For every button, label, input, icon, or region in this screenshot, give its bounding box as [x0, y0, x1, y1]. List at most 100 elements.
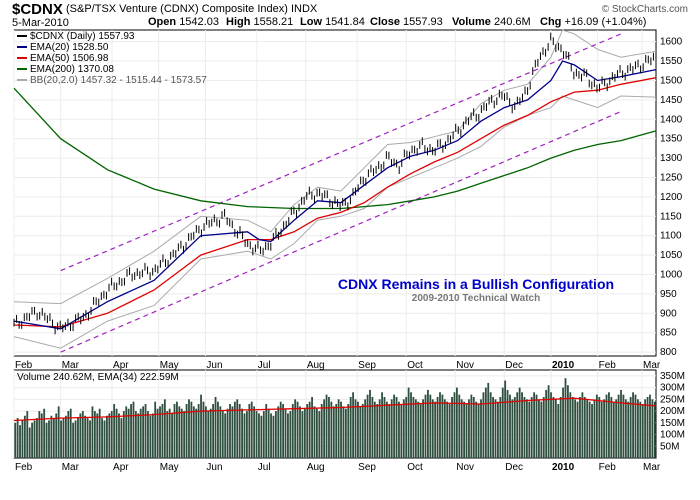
volume-legend-label: Volume 240.62M, EMA(34) 222.59M	[17, 372, 179, 383]
volume-bar	[31, 422, 34, 458]
volume-bar	[125, 406, 128, 458]
volume-bar	[641, 404, 644, 458]
volume-bar	[108, 413, 111, 458]
volume-bar	[130, 404, 132, 458]
price-x-tick-label: Apr	[113, 360, 129, 371]
volume-bar	[342, 406, 345, 458]
volume-bar	[538, 399, 540, 458]
volume-bar	[562, 387, 564, 458]
volume-bar	[559, 396, 562, 458]
price-x-tick-label: Feb	[15, 360, 33, 371]
volume-bar	[197, 404, 200, 458]
volume-x-tick-label: Apr	[113, 462, 129, 473]
volume-bar	[21, 420, 24, 458]
volume-bar	[166, 411, 169, 458]
volume-bar	[378, 399, 381, 458]
volume-bar	[26, 411, 29, 458]
volume-bar	[414, 399, 417, 458]
volume-bar	[525, 399, 528, 458]
volume-y-tick-label: 50M	[660, 441, 679, 452]
volume-bar	[221, 411, 224, 458]
volume-bar	[542, 396, 545, 458]
volume-bar	[202, 401, 205, 458]
volume-bar	[258, 413, 260, 458]
volume-bar	[156, 408, 159, 458]
volume-bar	[200, 394, 202, 458]
volume-bar	[357, 401, 359, 458]
volume-bar	[417, 401, 420, 458]
volume-bar	[412, 396, 415, 458]
volume-bar	[67, 411, 70, 458]
volume-bar	[376, 404, 379, 458]
volume-bar	[50, 415, 53, 458]
volume-bar	[147, 411, 149, 458]
price-y-tick-label: 1200	[660, 192, 683, 203]
volume-bar	[308, 401, 311, 458]
price-y-tick-label: 1250	[660, 172, 683, 183]
volume-bar	[40, 413, 43, 458]
volume-bar	[610, 396, 613, 458]
volume-bar	[390, 399, 393, 458]
volume-bar	[245, 411, 248, 458]
volume-bar	[98, 408, 101, 458]
price-x-tick-label: Mar	[62, 360, 80, 371]
volume-bar	[632, 392, 634, 458]
price-y-tick-label: 800	[660, 347, 677, 358]
volume-bar	[419, 404, 422, 458]
price-x-tick-label: Sep	[358, 360, 376, 371]
volume-bar	[16, 418, 19, 458]
legend-label-ema20: EMA(20) 1528.50	[30, 42, 109, 53]
volume-bar	[328, 396, 330, 458]
volume-bar	[530, 396, 533, 458]
price-x-tick-label: Aug	[307, 360, 325, 371]
volume-bar	[477, 404, 480, 458]
price-panel-frame	[13, 29, 657, 357]
volume-bar	[248, 404, 251, 458]
volume-bar	[103, 420, 106, 458]
volume-bar	[629, 396, 632, 458]
volume-bar	[195, 408, 198, 458]
volume-bar	[468, 399, 470, 458]
volume-bar	[323, 399, 326, 458]
volume-bar	[593, 399, 596, 458]
change-value: +16.09 (+1.04%)	[564, 16, 647, 28]
high-value: 1558.21	[253, 16, 294, 28]
volume-bar	[337, 399, 340, 458]
volume-bar	[605, 394, 608, 458]
price-x-tick-label: Jun	[206, 360, 222, 371]
volume-bar	[253, 406, 256, 458]
volume-bar	[204, 406, 207, 458]
volume-y-tick-label: 100M	[660, 430, 685, 441]
volume-bar	[332, 406, 335, 458]
volume-bar	[354, 399, 357, 458]
volume-bar	[371, 396, 374, 458]
volume-bar	[122, 411, 125, 458]
channel-top-line	[60, 33, 622, 272]
volume-bar	[282, 404, 285, 458]
volume-bar	[96, 413, 99, 458]
volume-bar	[359, 406, 362, 458]
price-y-tick-label: 1000	[660, 270, 683, 281]
volume-bar	[72, 422, 75, 458]
volume-bar	[224, 413, 227, 458]
volume-bar	[106, 415, 108, 458]
volume-bar	[185, 404, 188, 458]
volume-bar	[64, 415, 67, 458]
volume-bar	[487, 382, 490, 458]
price-y-tick-label: 1600	[660, 37, 683, 48]
volume-bar	[301, 411, 304, 458]
volume-bar	[410, 392, 412, 458]
volume-bar	[335, 404, 338, 458]
volume-bar	[608, 392, 610, 458]
volume-bar	[653, 401, 656, 458]
volume-bar	[569, 392, 572, 458]
volume-bar	[598, 396, 601, 458]
volume-bar	[212, 404, 215, 458]
volume-bar	[463, 401, 466, 458]
volume-bar	[494, 399, 497, 458]
volume-bar	[306, 404, 309, 458]
volume-bar	[241, 408, 243, 458]
volume-bar	[533, 392, 536, 458]
volume-bar	[595, 394, 598, 458]
